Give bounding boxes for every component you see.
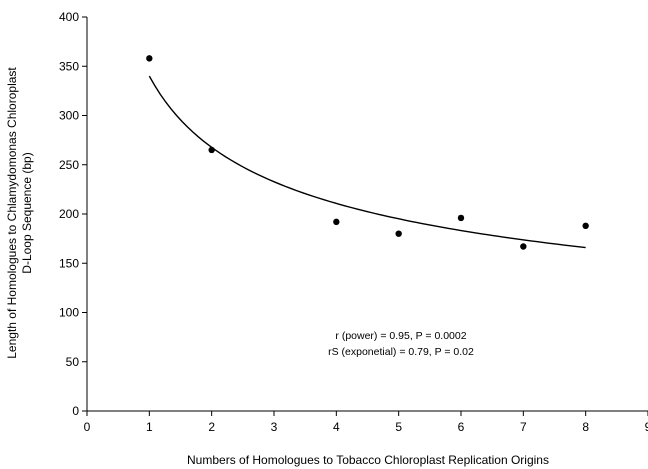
y-axis-label-line-2: D-Loop Sequence (bp) [20,152,34,273]
power-fit-line [148,75,586,249]
x-ticks: 0 1 2 3 4 5 6 7 8 9 [84,411,648,434]
y-tick-label: 300 [59,109,79,123]
x-tick-label: 6 [458,420,465,434]
annotation-power-fit: r (power) = 0.95, P = 0.0002 [335,330,466,342]
x-axis-label: Numbers of Homologues to Tobacco Chlorop… [187,453,549,467]
data-point [146,55,153,62]
annotation-exponential-fit: rS (exponetial) = 0.79, P = 0.02 [328,346,474,358]
y-tick-label: 150 [59,256,79,270]
x-tick-label: 3 [271,420,278,434]
y-tick-label: 0 [72,404,79,418]
data-point [457,214,465,222]
data-point [208,146,215,154]
y-tick-label: 350 [59,59,79,73]
y-tick-label: 50 [66,355,80,369]
y-tick-label: 400 [59,10,79,24]
x-tick-label: 0 [84,420,91,434]
x-tick-label: 5 [395,420,402,434]
y-tick-label: 200 [59,207,79,221]
x-tick-label: 1 [146,420,153,434]
y-tick-label: 250 [59,158,79,172]
y-ticks: 0 50 100 150 200 250 300 350 400 [59,10,87,418]
data-point [333,218,340,226]
data-point [395,230,402,237]
data-point [520,243,527,250]
data-points [146,55,589,250]
y-axis-label-line-1: Length of Homologues to Chlamydomonas Ch… [5,67,19,359]
y-tick-label: 100 [59,306,79,320]
y-axis-label: Length of Homologues to Chlamydomonas Ch… [5,67,34,359]
x-tick-label: 7 [520,420,527,434]
annotations: r (power) = 0.95, P = 0.0002 rS (exponet… [328,330,474,358]
x-tick-label: 8 [582,420,589,434]
x-tick-label: 4 [333,420,340,434]
x-tick-label: 2 [208,420,215,434]
data-point [582,222,589,230]
x-tick-label: 9 [645,420,648,434]
